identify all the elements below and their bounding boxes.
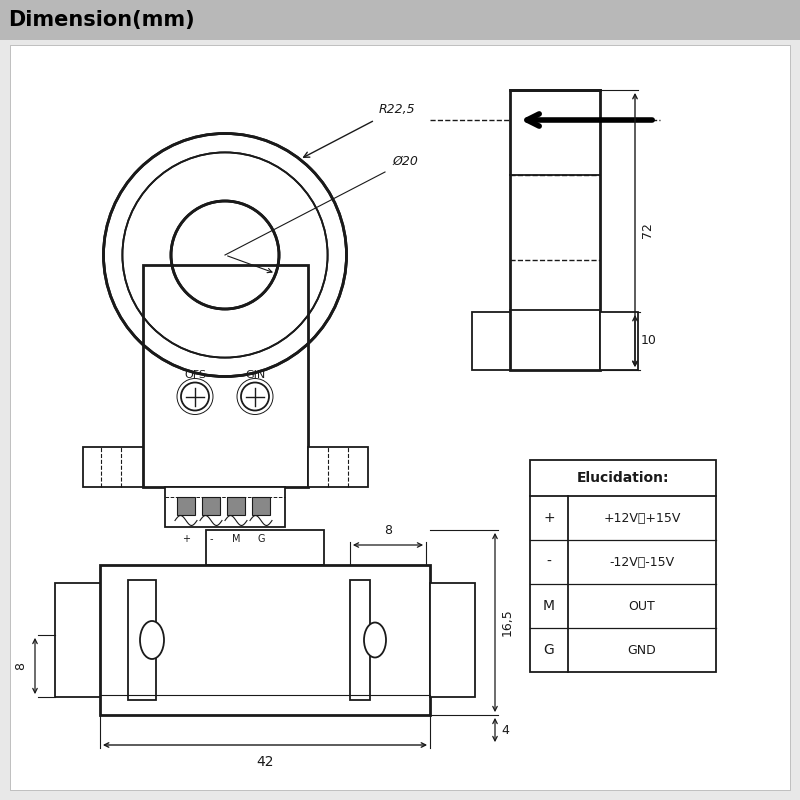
Text: 16,5: 16,5 <box>501 609 514 636</box>
FancyBboxPatch shape <box>55 583 100 697</box>
Text: R22,5: R22,5 <box>379 103 416 116</box>
Text: 4: 4 <box>501 725 509 738</box>
FancyBboxPatch shape <box>10 45 790 790</box>
FancyBboxPatch shape <box>202 497 220 514</box>
FancyBboxPatch shape <box>165 486 285 526</box>
Text: -12V～-15V: -12V～-15V <box>610 555 674 569</box>
Text: +: + <box>543 511 555 525</box>
Text: -: - <box>546 555 551 569</box>
FancyBboxPatch shape <box>128 580 156 700</box>
Text: Elucidation:: Elucidation: <box>577 471 670 485</box>
Text: 8: 8 <box>14 662 27 670</box>
Text: -: - <box>210 534 213 545</box>
FancyBboxPatch shape <box>350 580 370 700</box>
Text: +12V～+15V: +12V～+15V <box>603 511 681 525</box>
Text: M: M <box>232 534 240 545</box>
Circle shape <box>241 382 269 410</box>
Text: OUT: OUT <box>629 599 655 613</box>
Polygon shape <box>142 265 307 486</box>
FancyBboxPatch shape <box>600 312 638 370</box>
Text: G: G <box>258 534 265 545</box>
FancyBboxPatch shape <box>206 530 324 565</box>
Text: Dimension(mm): Dimension(mm) <box>8 10 194 30</box>
FancyBboxPatch shape <box>100 565 430 715</box>
FancyBboxPatch shape <box>177 497 195 514</box>
FancyBboxPatch shape <box>472 312 510 370</box>
Text: +: + <box>182 534 190 545</box>
Text: OFS: OFS <box>184 370 206 379</box>
Ellipse shape <box>364 622 386 658</box>
Text: 10: 10 <box>641 334 657 347</box>
Ellipse shape <box>140 621 164 659</box>
Text: G: G <box>544 643 554 657</box>
FancyBboxPatch shape <box>227 497 245 514</box>
Text: GIN: GIN <box>245 370 265 379</box>
Text: Ø20: Ø20 <box>392 155 418 168</box>
Circle shape <box>103 134 346 377</box>
FancyBboxPatch shape <box>510 90 600 175</box>
Text: 8: 8 <box>384 524 392 537</box>
Text: 72: 72 <box>641 222 654 238</box>
Circle shape <box>181 382 209 410</box>
FancyBboxPatch shape <box>82 446 142 486</box>
Text: M: M <box>543 599 555 613</box>
FancyBboxPatch shape <box>430 583 475 697</box>
Text: GND: GND <box>628 643 656 657</box>
FancyBboxPatch shape <box>307 446 367 486</box>
FancyBboxPatch shape <box>252 497 270 514</box>
Text: 42: 42 <box>256 755 274 769</box>
FancyBboxPatch shape <box>0 0 800 40</box>
FancyBboxPatch shape <box>530 460 716 672</box>
FancyBboxPatch shape <box>510 90 600 370</box>
